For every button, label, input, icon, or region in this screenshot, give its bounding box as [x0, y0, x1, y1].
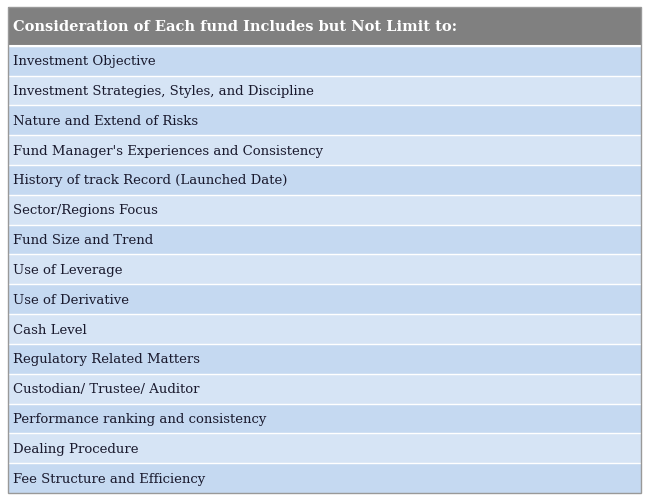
Bar — [8, 225, 641, 255]
Text: Performance ranking and consistency: Performance ranking and consistency — [13, 412, 267, 425]
Bar — [8, 433, 641, 463]
Text: Investment Strategies, Styles, and Discipline: Investment Strategies, Styles, and Disci… — [13, 85, 314, 98]
Text: Regulatory Related Matters: Regulatory Related Matters — [13, 353, 200, 366]
Bar — [8, 404, 641, 433]
Text: History of track Record (Launched Date): History of track Record (Launched Date) — [13, 174, 288, 187]
Bar — [8, 77, 641, 106]
Bar — [8, 8, 641, 47]
Text: Fee Structure and Efficiency: Fee Structure and Efficiency — [13, 471, 206, 484]
Text: Use of Derivative: Use of Derivative — [13, 293, 129, 306]
Text: Dealing Procedure: Dealing Procedure — [13, 442, 139, 455]
Text: Nature and Extend of Risks: Nature and Extend of Risks — [13, 115, 199, 128]
Text: Investment Objective: Investment Objective — [13, 55, 156, 68]
Text: Fund Size and Trend: Fund Size and Trend — [13, 233, 153, 246]
Bar — [8, 374, 641, 404]
Bar — [8, 285, 641, 315]
Bar — [8, 463, 641, 493]
Text: Cash Level: Cash Level — [13, 323, 87, 336]
Text: Consideration of Each fund Includes but Not Limit to:: Consideration of Each fund Includes but … — [13, 21, 458, 34]
Bar — [8, 255, 641, 285]
Bar — [8, 47, 641, 77]
Bar — [8, 106, 641, 136]
Text: Fund Manager's Experiences and Consistency: Fund Manager's Experiences and Consisten… — [13, 144, 323, 157]
Bar — [8, 195, 641, 225]
Text: Use of Leverage: Use of Leverage — [13, 264, 123, 277]
Text: Custodian/ Trustee/ Auditor: Custodian/ Trustee/ Auditor — [13, 382, 200, 395]
Bar — [8, 344, 641, 374]
Bar — [8, 166, 641, 195]
Text: Sector/Regions Focus: Sector/Regions Focus — [13, 204, 158, 217]
Bar — [8, 315, 641, 344]
Bar — [8, 136, 641, 166]
